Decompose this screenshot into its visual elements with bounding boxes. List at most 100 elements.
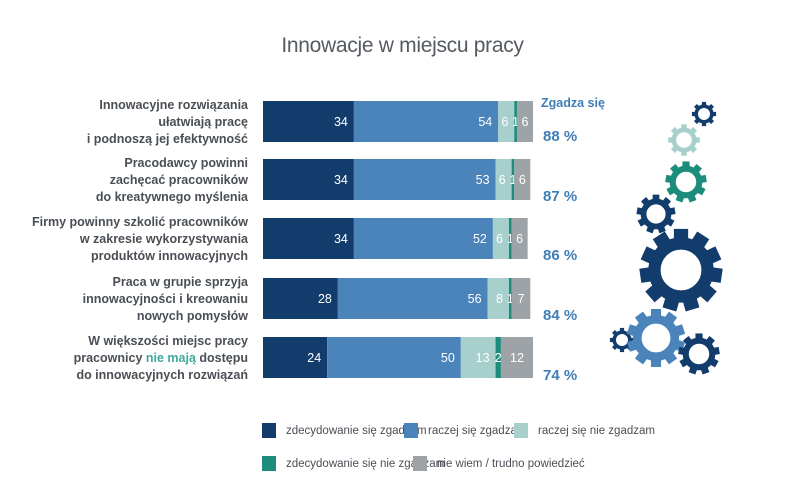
gears-decoration [609, 101, 723, 375]
legend-swatch [262, 456, 276, 471]
bar-segment [511, 218, 528, 259]
category-label-line: do innowacyjnych rozwiązań [3, 367, 248, 384]
legend-item: raczej się nie zgadzam [514, 423, 655, 438]
bar-value-label: 1 [507, 232, 514, 246]
agree-total: 86 % [543, 247, 578, 264]
bar-segment [498, 101, 515, 142]
category-label-line: Praca w grupie sprzyja [3, 274, 248, 291]
bar-value-label: 34 [334, 173, 348, 187]
bar-value-label: 12 [510, 351, 524, 365]
gear-icon [678, 333, 720, 375]
bar-value-label: 1 [507, 292, 514, 306]
bar-value-label: 34 [334, 115, 348, 129]
bar-value-label: 1 [509, 173, 516, 187]
bar-value-label: 6 [501, 115, 508, 129]
legend-swatch [413, 456, 427, 471]
bars-layer: 34 54 6 1 634 53 6 1 634 52 6 1 628 56 8 1 724 50 13 2 12 [263, 101, 533, 378]
legend-label: nie wiem / trudno powiedzieć [437, 457, 585, 470]
bar-value-label: 6 [499, 173, 506, 187]
bar-value-label: 6 [522, 115, 529, 129]
bar-segment [511, 159, 515, 200]
legend-label: zdecydowanie się nie zgadzam [286, 457, 446, 470]
chart-title: Innowacje w miejscu pracy [281, 34, 524, 57]
bar-value-label: 50 [441, 351, 455, 365]
bar-value-label: 53 [476, 173, 490, 187]
bar-value-label: 6 [516, 232, 523, 246]
bar-value-label: 24 [307, 351, 321, 365]
label-text: dostępu [195, 351, 248, 365]
bar-segment [263, 218, 354, 259]
category-label-line: zachęcać pracowników [3, 172, 248, 189]
label-text: Innowacyjne rozwiązania [99, 98, 248, 112]
bar-value-label: 52 [473, 232, 487, 246]
category-label-line: pracownicy nie mają dostępu [3, 350, 248, 367]
category-label-line: Pracodawcy powinni [3, 155, 248, 172]
bar-segment [500, 337, 533, 378]
bar-segment [353, 218, 493, 259]
bar-value-label: 1 [512, 115, 519, 129]
label-text: pracownicy [73, 351, 146, 365]
agree-total: 88 % [543, 128, 578, 145]
label-text: W większości miejsc pracy [88, 334, 248, 348]
category-label: W większości miejsc pracy pracownicy nie … [3, 333, 248, 384]
legend-item: zdecydowanie się nie zgadzam [262, 456, 445, 471]
bar-segment [508, 218, 512, 259]
bar-segment [514, 101, 517, 142]
bar-segment [353, 159, 496, 200]
agree-total: 87 % [543, 188, 578, 205]
bar-value-label: 7 [517, 292, 524, 306]
bar-segment [337, 278, 488, 319]
legend-label: raczej się nie zgadzam [538, 424, 655, 437]
label-text: Praca w grupie sprzyja [112, 275, 248, 289]
bar-segment [495, 337, 501, 378]
bar-segment [495, 159, 512, 200]
bar-segment [514, 159, 531, 200]
agree-header: Zgadza się [541, 96, 605, 110]
label-text: produktów innowacyjnych [91, 249, 248, 263]
bar-value-label: 54 [478, 115, 492, 129]
label-text: Firmy powinny szkolić pracowników [31, 215, 248, 229]
legend-label: raczej się zgadzam [428, 424, 527, 437]
bar-segment [516, 101, 533, 142]
category-label: Pracodawcy powinni zachęcać pracowników do… [3, 155, 248, 206]
legend-item: zdecydowanie się zgadzam [262, 423, 427, 438]
legend-swatch [514, 423, 528, 438]
legend-item: raczej się zgadzam [404, 423, 526, 438]
bar-segment [508, 278, 512, 319]
category-label-line: w zakresie wykorzystywania [3, 231, 248, 248]
bar-segment [353, 101, 499, 142]
label-text: do kreatywnego myślenia [95, 190, 248, 204]
bar-segment [327, 337, 461, 378]
highlight-text: nie mają [145, 351, 196, 365]
category-label-line: produktów innowacyjnych [3, 248, 248, 265]
category-label: Firmy powinny szkolić pracowników w zakre… [3, 214, 248, 265]
label-text: Pracodawcy powinni [124, 156, 248, 170]
label-text: i podnoszą jej efektywność [86, 132, 248, 146]
label-text: innowacyjności i kreowaniu [82, 292, 248, 306]
category-label-line: innowacyjności i kreowaniu [3, 291, 248, 308]
category-label-line: Firmy powinny szkolić pracowników [3, 214, 248, 231]
gear-icon [691, 101, 717, 127]
label-text: do innowacyjnych rozwiązań [76, 368, 248, 382]
legend-swatch [404, 423, 418, 438]
label-text: ułatwiają pracę [158, 115, 248, 129]
bar-segment [492, 218, 509, 259]
label-text: zachęcać pracowników [109, 173, 248, 187]
legend-swatch [262, 423, 276, 438]
bar-segment [263, 101, 354, 142]
agree-total: 74 % [543, 367, 578, 384]
bar-value-label: 6 [496, 232, 503, 246]
bar-value-label: 2 [495, 351, 502, 365]
bar-segment [460, 337, 496, 378]
legend-label: zdecydowanie się zgadzam [286, 424, 427, 437]
bar-value-label: 28 [318, 292, 332, 306]
gear-icon [639, 228, 723, 312]
legend-item: nie wiem / trudno powiedzieć [413, 456, 585, 471]
bar-value-label: 6 [519, 173, 526, 187]
label-text: nowych pomysłów [136, 309, 248, 323]
bar-segment [263, 278, 338, 319]
category-label-line: i podnoszą jej efektywność [3, 131, 248, 148]
bar-segment [511, 278, 531, 319]
category-label-line: nowych pomysłów [3, 308, 248, 325]
